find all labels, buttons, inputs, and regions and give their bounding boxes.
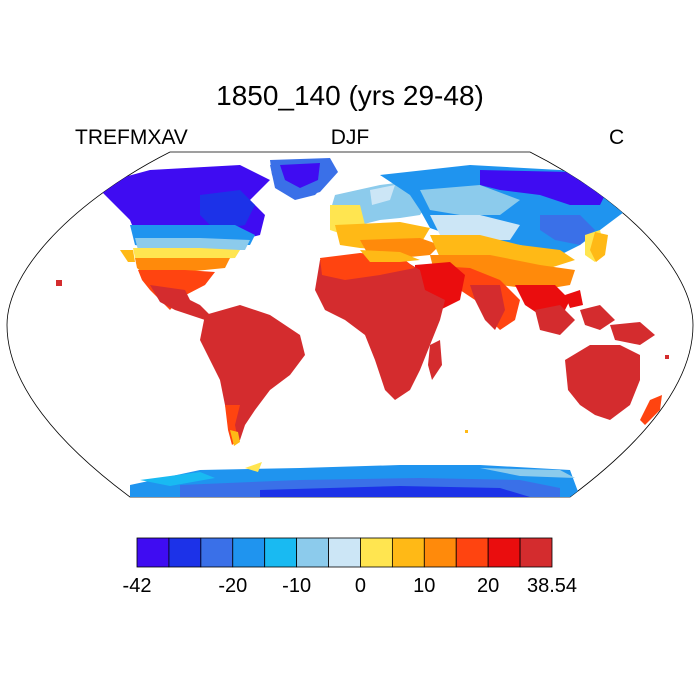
madagascar-land — [428, 340, 442, 380]
units-label: C — [609, 126, 625, 149]
colorbar-swatch — [136, 537, 170, 568]
antarctica-land — [130, 462, 580, 497]
japan-land — [590, 232, 608, 262]
colorbar-swatch — [487, 537, 521, 568]
map-title: 1850_140 (yrs 29-48) — [216, 80, 484, 111]
variable-label: TREFMXAV — [75, 126, 188, 149]
colorbar-tick-label: 20 — [477, 575, 499, 597]
pacific-island — [56, 280, 62, 286]
colorbar-swatch — [519, 537, 553, 568]
colorbar-swatch — [296, 537, 329, 568]
colorbar-swatch — [391, 537, 425, 568]
colorbar-tick-label: 38.54 — [527, 575, 577, 597]
colorbar-tick-label: 0 — [355, 575, 366, 597]
colorbar-swatch — [360, 537, 393, 568]
africa-land — [315, 250, 445, 400]
colorbar-swatch — [423, 537, 457, 568]
asia-land — [380, 165, 640, 330]
colorbar — [136, 537, 553, 568]
colorbar-swatch — [232, 537, 266, 568]
europe-land — [330, 180, 440, 258]
colorbar-tick-label: -10 — [282, 575, 311, 597]
colorbar-ticks: -42 -20 -10 0 10 20 38.54 — [123, 575, 577, 597]
australia-land — [565, 345, 640, 420]
colorbar-tick-label: 10 — [413, 575, 435, 597]
colorbar-swatch — [328, 537, 361, 568]
south-america-land — [200, 305, 305, 446]
season-label: DJF — [330, 126, 370, 149]
colorbar-tick-label: -20 — [218, 575, 247, 597]
colorbar-swatch — [168, 537, 202, 568]
island — [465, 430, 468, 433]
new-zealand-land — [640, 395, 662, 425]
colorbar-swatch — [455, 537, 489, 568]
colorbar-tick-label: -42 — [123, 575, 152, 597]
colorbar-swatch — [264, 537, 298, 568]
southeast-asia-land — [535, 290, 655, 345]
island — [665, 355, 669, 359]
colorbar-swatch — [200, 537, 234, 568]
